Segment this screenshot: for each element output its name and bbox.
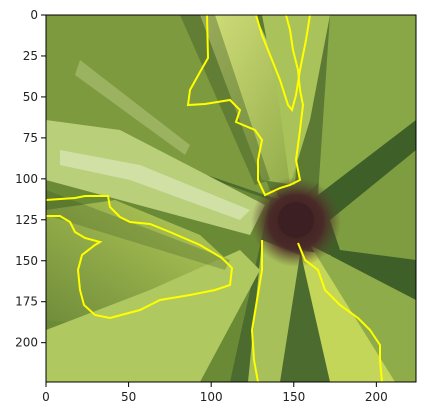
- x-tick-label: 0: [42, 390, 50, 404]
- contour-top-right-leaf: [255, 15, 311, 113]
- x-axis: 0 50 100 150 200: [42, 382, 388, 404]
- contour-top-leaf: [186, 15, 305, 197]
- contour-left-leaf: [46, 195, 234, 320]
- y-tick-label: 50: [23, 90, 38, 104]
- y-tick-label: 150: [15, 254, 38, 268]
- plot-frame: [45, 14, 417, 383]
- x-tick-label: 200: [365, 390, 388, 404]
- y-axis: 0 25 50 75 100 125 150 175 200: [15, 8, 46, 350]
- y-tick-label: 200: [15, 336, 38, 350]
- y-tick-label: 125: [15, 213, 38, 227]
- contour-center-leaf-left: [250, 240, 263, 382]
- segmentation-contours: [46, 15, 383, 382]
- pineapple-photo: [46, 15, 416, 382]
- x-tick-label: 50: [121, 390, 136, 404]
- y-tick-label: 175: [15, 295, 38, 309]
- y-tick-label: 75: [23, 131, 38, 145]
- x-tick-label: 100: [200, 390, 223, 404]
- x-tick-label: 150: [282, 390, 305, 404]
- contour-center-leaf-right: [297, 242, 383, 382]
- y-tick-label: 0: [30, 8, 38, 22]
- y-tick-label: 100: [15, 172, 38, 186]
- y-tick-label: 25: [23, 49, 38, 63]
